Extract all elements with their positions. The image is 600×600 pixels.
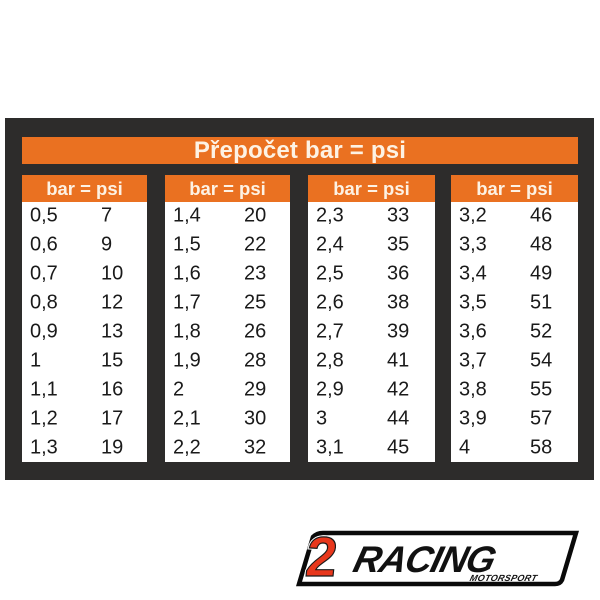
svg-text:MOTORSPORT: MOTORSPORT xyxy=(469,573,540,583)
